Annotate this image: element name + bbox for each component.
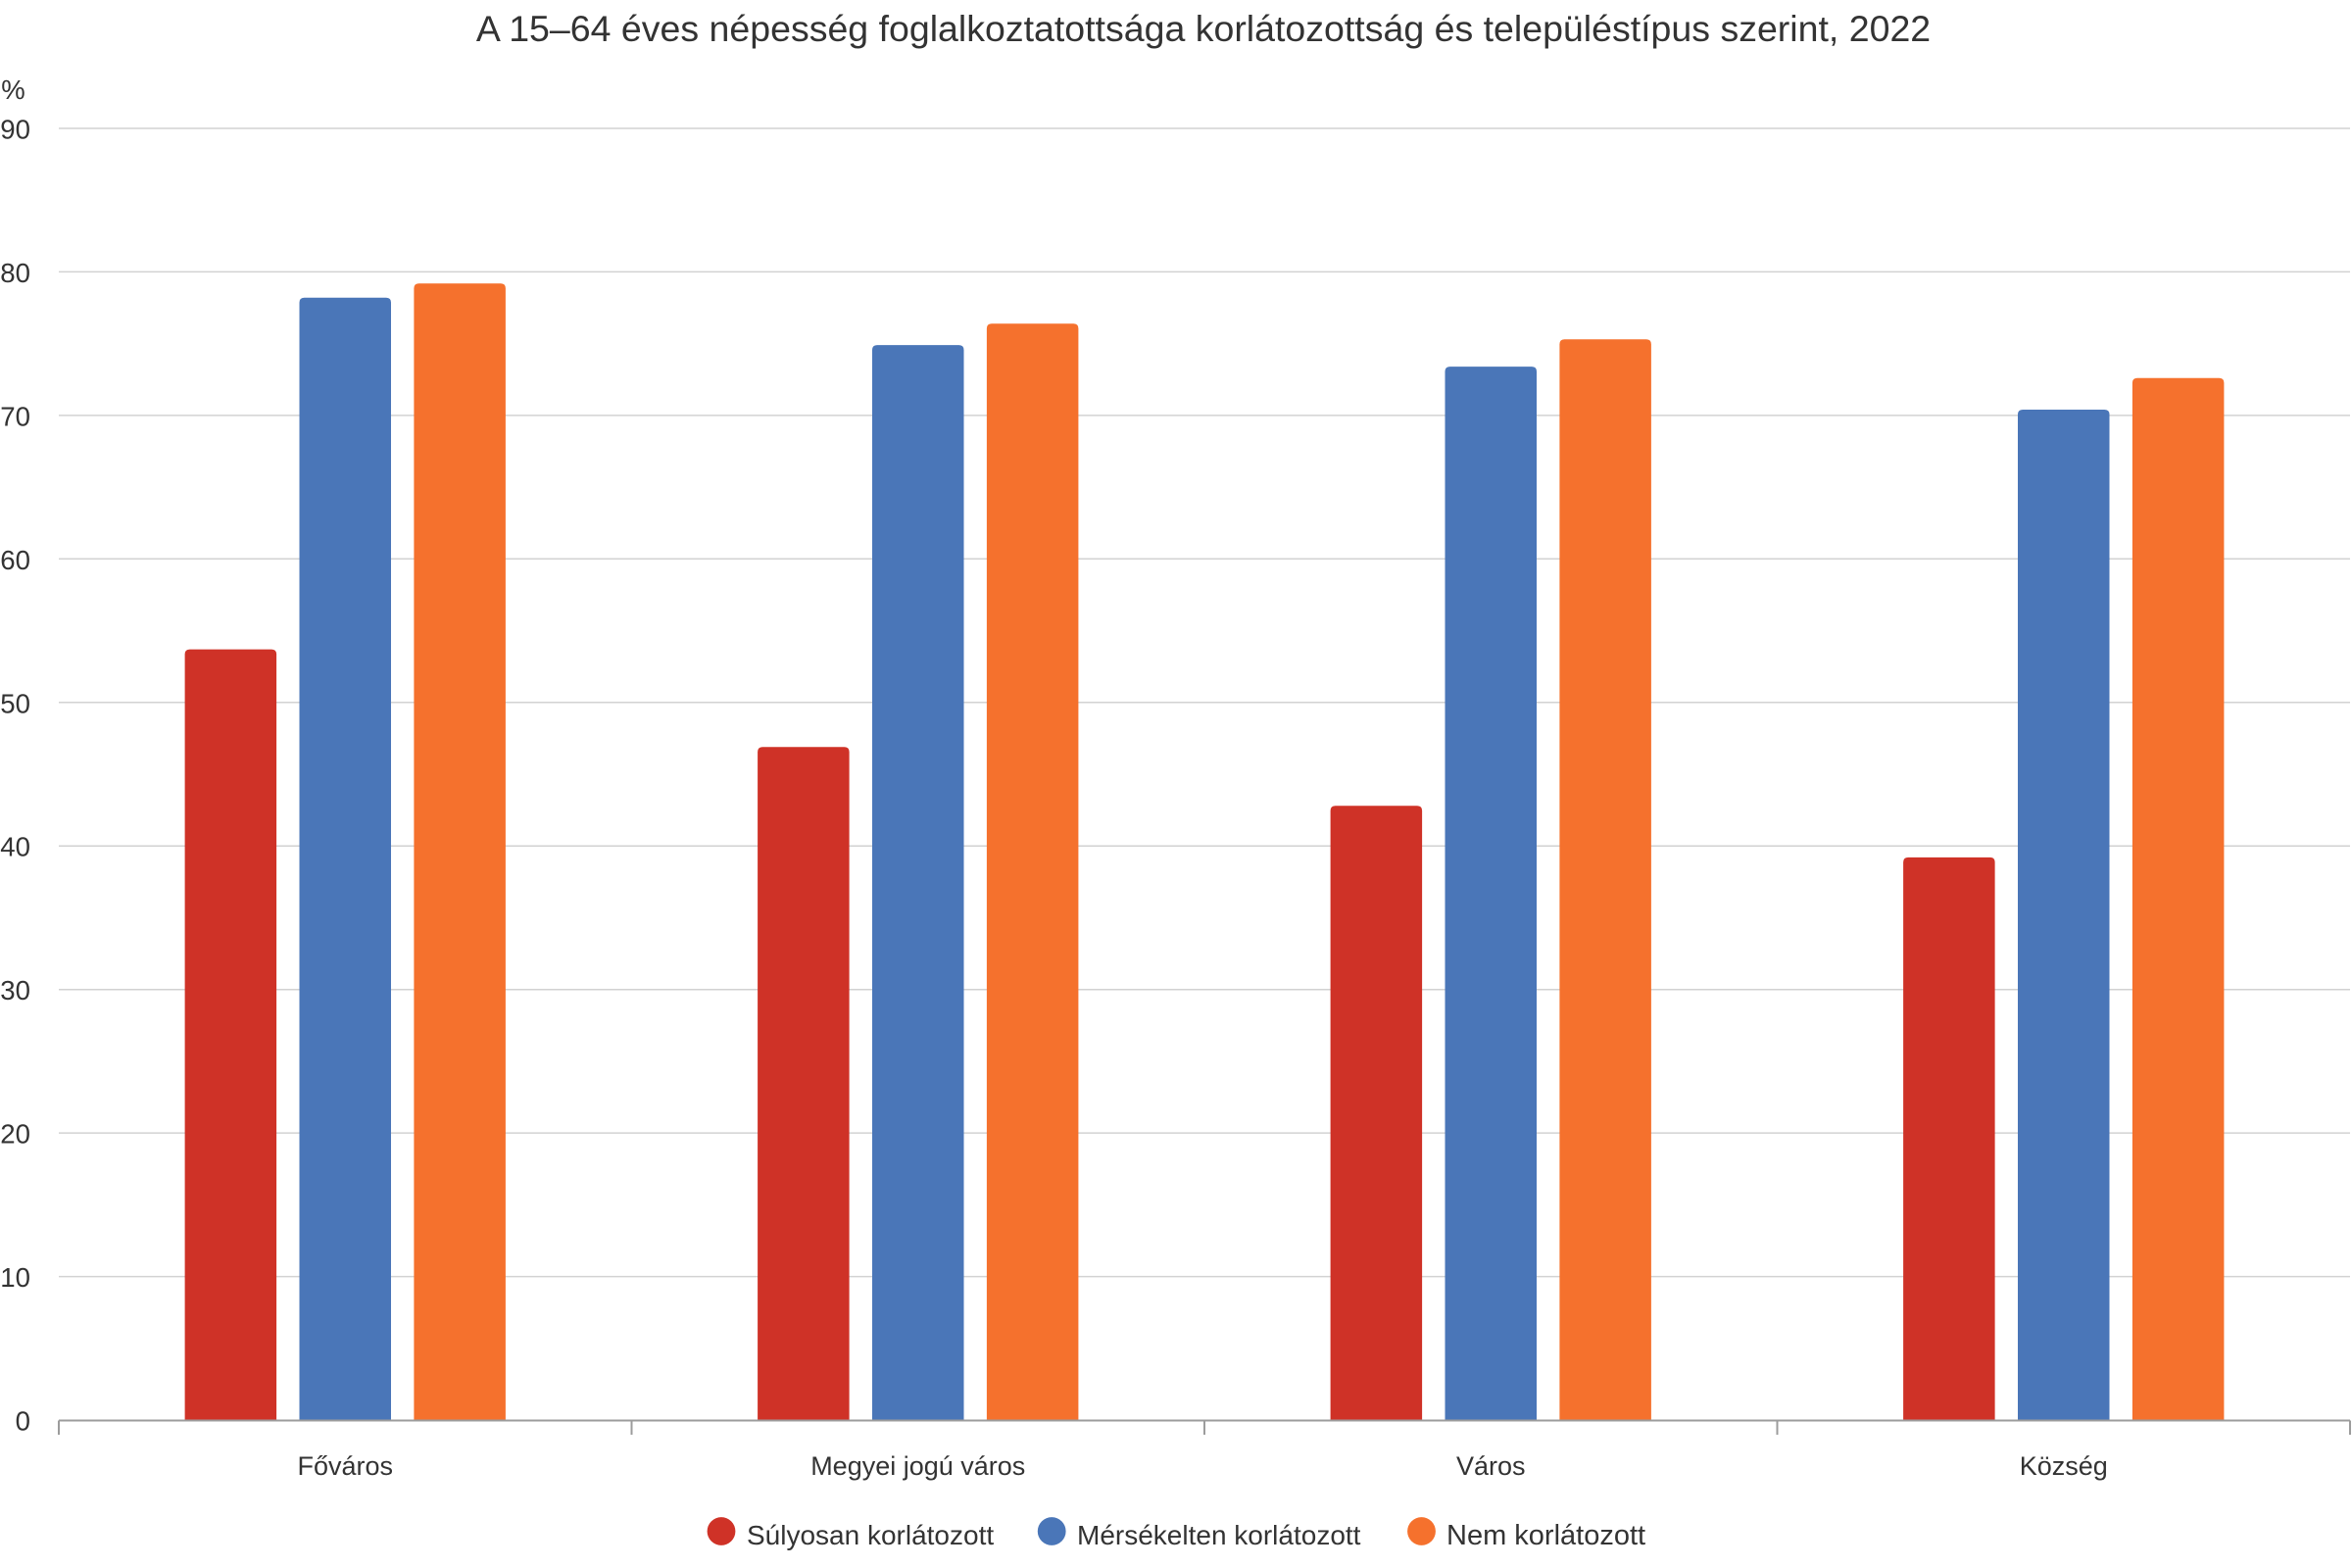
svg-text:Mérsékelten korlátozott: Mérsékelten korlátozott — [1077, 1520, 1361, 1550]
svg-text:%: % — [1, 74, 24, 105]
svg-text:10: 10 — [0, 1262, 30, 1293]
svg-text:40: 40 — [0, 832, 30, 862]
svg-text:A 15–64 éves népesség foglalko: A 15–64 éves népesség foglalkoztatottság… — [476, 8, 1931, 49]
svg-text:Nem korlátozott: Nem korlátozott — [1446, 1520, 1645, 1551]
svg-text:60: 60 — [0, 545, 30, 575]
svg-text:0: 0 — [16, 1406, 30, 1437]
svg-text:Súlyosan korlátozott: Súlyosan korlátozott — [747, 1520, 994, 1550]
svg-text:70: 70 — [0, 401, 30, 431]
svg-text:Község: Község — [2020, 1451, 2108, 1481]
svg-text:Város: Város — [1456, 1451, 1526, 1481]
svg-text:50: 50 — [0, 688, 30, 718]
svg-text:30: 30 — [0, 975, 30, 1005]
svg-text:20: 20 — [0, 1119, 30, 1150]
svg-text:90: 90 — [0, 115, 30, 145]
svg-text:Főváros: Főváros — [297, 1451, 393, 1481]
svg-text:80: 80 — [0, 258, 30, 288]
svg-text:Megyei jogú város: Megyei jogú város — [810, 1451, 1025, 1481]
